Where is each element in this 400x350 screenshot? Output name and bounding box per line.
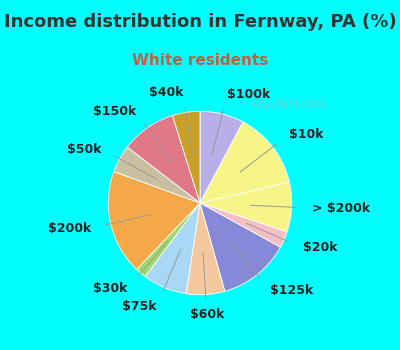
Text: White residents: White residents: [132, 52, 268, 68]
Text: $125k: $125k: [270, 284, 313, 297]
Wedge shape: [114, 147, 200, 203]
Text: > $200k: > $200k: [312, 202, 370, 215]
Wedge shape: [145, 203, 200, 294]
Wedge shape: [108, 172, 200, 270]
Text: $50k: $50k: [68, 142, 102, 155]
Text: $40k: $40k: [148, 86, 183, 99]
Wedge shape: [200, 203, 280, 291]
Wedge shape: [200, 111, 243, 203]
Wedge shape: [200, 203, 287, 247]
Text: Income distribution in Fernway, PA (%): Income distribution in Fernway, PA (%): [4, 13, 396, 30]
Wedge shape: [127, 116, 200, 203]
Text: $75k: $75k: [122, 300, 157, 313]
Text: $100k: $100k: [227, 88, 270, 101]
Text: $30k: $30k: [94, 282, 128, 295]
Wedge shape: [172, 111, 200, 203]
Text: $150k: $150k: [93, 105, 136, 118]
Text: $10k: $10k: [289, 128, 323, 141]
Text: City-Data.com: City-Data.com: [251, 99, 325, 108]
Wedge shape: [186, 203, 225, 295]
Text: $20k: $20k: [302, 241, 337, 254]
Text: $200k: $200k: [48, 222, 91, 235]
Wedge shape: [200, 122, 289, 203]
Wedge shape: [200, 182, 292, 232]
Text: $60k: $60k: [190, 308, 224, 321]
Wedge shape: [137, 203, 200, 276]
